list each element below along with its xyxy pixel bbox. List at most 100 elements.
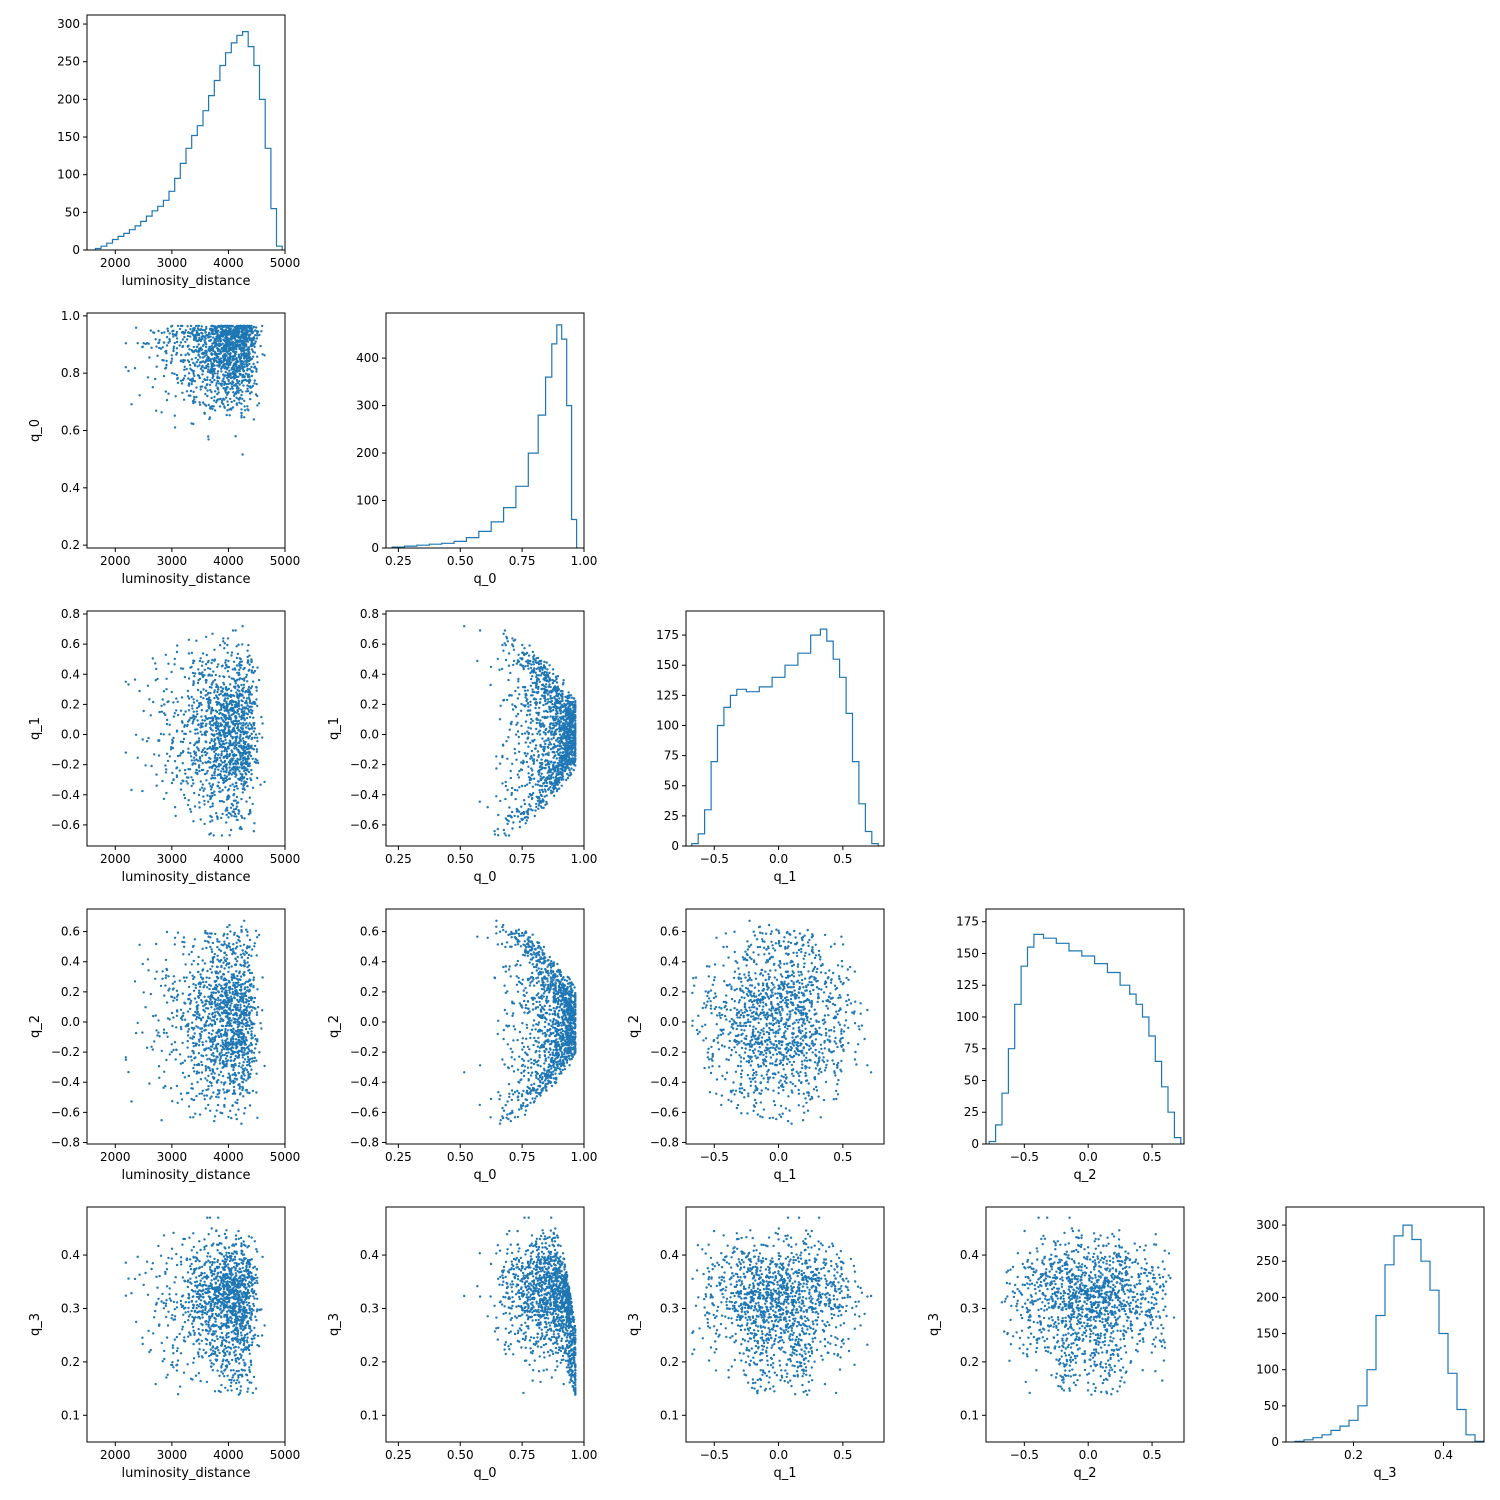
scatter-point (536, 686, 539, 689)
scatter-point (573, 747, 577, 750)
scatter-point (211, 716, 214, 719)
scatter-point (203, 1010, 207, 1013)
scatter-point (210, 390, 213, 394)
scatter-point (562, 710, 565, 714)
scatter-point (221, 379, 224, 382)
scatter-point (198, 336, 201, 340)
scatter-point (231, 629, 235, 632)
scatter-point (541, 715, 544, 719)
scatter-point (205, 722, 208, 726)
scatter-point (550, 760, 553, 763)
scatter-point (199, 328, 202, 332)
scatter-point (200, 325, 203, 328)
scatter-point (234, 629, 237, 632)
scatter-point (250, 685, 254, 688)
scatter-point (486, 806, 489, 809)
scatter-point (544, 780, 547, 783)
scatter-point (203, 366, 206, 370)
scatter-point (184, 340, 187, 344)
scatter-point (228, 834, 231, 837)
scatter-point (201, 1041, 204, 1044)
scatter-point (519, 657, 522, 660)
scatter-point (237, 694, 241, 698)
scatter-point (230, 689, 233, 692)
scatter-point (254, 761, 258, 764)
x-tick-label: 0.5 (1143, 1150, 1162, 1164)
scatter-point (175, 1084, 179, 1088)
scatter-point (543, 660, 546, 664)
scatter-point (227, 352, 230, 355)
scatter-point (193, 752, 197, 755)
scatter-point (210, 774, 214, 777)
scatter-point (546, 778, 549, 781)
scatter-point (199, 388, 202, 391)
scatter-point (504, 658, 508, 662)
scatter-point (220, 752, 223, 756)
scatter-point (561, 773, 564, 776)
scatter-point (178, 754, 182, 757)
scatter-point (240, 683, 243, 687)
scatter-point (248, 699, 252, 703)
scatter-point (197, 324, 200, 328)
scatter-point (195, 1025, 198, 1028)
scatter-point (571, 716, 574, 720)
scatter-point (525, 810, 528, 813)
x-tick-label: 0.50 (447, 554, 474, 568)
scatter-point (233, 747, 236, 750)
scatter-point (527, 776, 531, 779)
scatter-point (558, 733, 562, 736)
scatter-point (227, 711, 230, 714)
scatter-point (229, 683, 232, 686)
scatter-point (201, 370, 205, 373)
scatter-point (187, 372, 191, 375)
scatter-point (216, 784, 219, 788)
scatter-point (234, 435, 237, 438)
scatter-point (182, 936, 186, 939)
scatter-point (208, 983, 211, 986)
scatter-point (217, 339, 220, 343)
scatter-point (124, 342, 128, 345)
scatter-point (529, 721, 532, 724)
scatter-point (208, 696, 211, 699)
scatter-point (246, 755, 250, 758)
scatter-point (557, 769, 560, 772)
scatter-point (200, 733, 204, 736)
scatter-point (236, 385, 239, 388)
scatter-point (224, 1081, 227, 1084)
scatter-point (192, 372, 195, 376)
scatter-point (223, 642, 226, 645)
scatter-point (134, 733, 138, 736)
scatter-point (172, 778, 175, 782)
scatter-point (232, 741, 236, 744)
scatter-point (525, 651, 529, 655)
scatter-point (206, 376, 209, 379)
scatter-point (554, 724, 558, 727)
scatter-point (211, 407, 214, 411)
scatter-point (190, 422, 193, 425)
scatter-point (196, 327, 200, 330)
scatter-point (244, 327, 248, 330)
scatter-point (256, 666, 259, 669)
scatter-point (237, 353, 241, 356)
scatter-point (141, 345, 144, 348)
scatter-point (250, 723, 253, 727)
scatter-point (206, 752, 209, 755)
scatter-point (552, 750, 555, 754)
scatter-point (230, 355, 233, 358)
scatter-point (254, 744, 257, 748)
scatter-point (230, 677, 233, 680)
scatter-point (240, 704, 243, 707)
scatter-point (210, 396, 213, 400)
scatter-point (227, 771, 231, 774)
scatter-point (222, 357, 225, 360)
scatter-point (573, 743, 577, 747)
scatter-point (201, 969, 204, 972)
scatter-point (232, 384, 236, 387)
scatter-point (206, 389, 209, 392)
scatter-point (215, 344, 218, 347)
y-tick-label: −0.6 (51, 818, 80, 832)
y-tick-label: 1.0 (61, 309, 80, 323)
scatter-point (252, 1000, 256, 1004)
scatter-point (516, 697, 520, 700)
scatter-point (540, 688, 543, 691)
